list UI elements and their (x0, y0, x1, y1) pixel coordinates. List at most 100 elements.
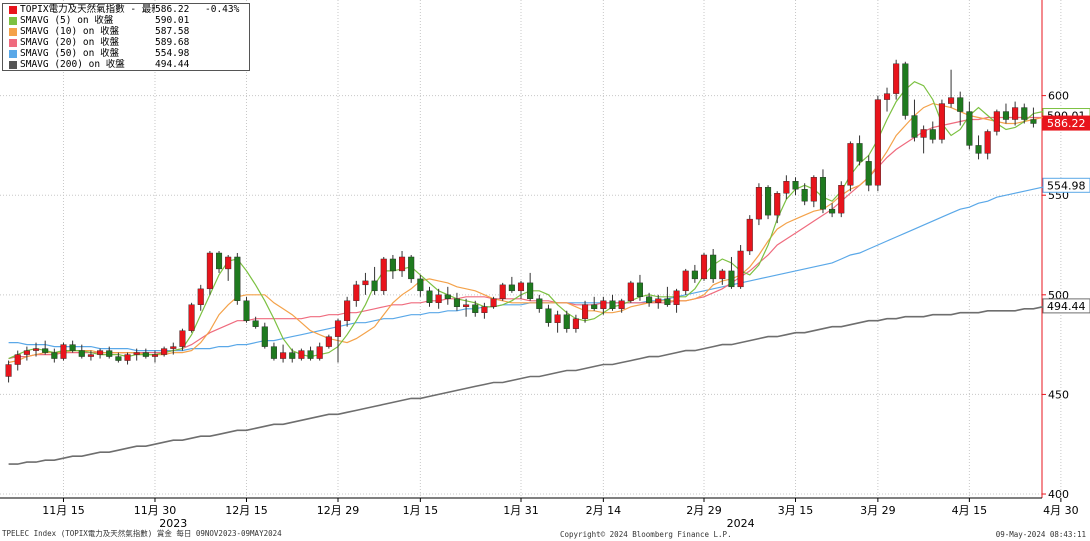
candle-body (215, 252, 223, 270)
candle-body (344, 300, 351, 321)
legend-label: SMAVG (10) on 收盤 (20, 26, 120, 37)
candle-body (463, 304, 470, 307)
candle-body (572, 318, 579, 329)
legend-entry: SMAVG (5) on 收盤 590.01 (3, 15, 249, 26)
x-tick-label: 11月 30 (134, 504, 177, 517)
x-tick-label: 4月 30 (1043, 504, 1079, 517)
candle-body (673, 290, 680, 305)
x-tick-label: 12月 29 (317, 504, 360, 517)
last-value-tag: 586.22 (1047, 117, 1086, 130)
candle-body (728, 270, 735, 288)
legend-entry: SMAVG (20) on 收盤 589.68 (3, 37, 249, 48)
candle-body (490, 298, 497, 307)
candle-body (417, 278, 424, 292)
legend-entry: SMAVG (200) on 收盤 494.44 (3, 59, 249, 70)
candle-body (838, 185, 845, 214)
x-tick-label: 4月 15 (952, 504, 988, 517)
candle-body (746, 218, 753, 252)
candle-body (975, 145, 982, 154)
year-label: 2023 (159, 517, 187, 530)
candle-body (929, 129, 936, 140)
candle-body (710, 254, 717, 280)
candle-body (499, 284, 506, 299)
legend-swatch (9, 60, 17, 69)
candle-body (270, 346, 277, 359)
candle-body (60, 344, 67, 359)
candle-body (865, 161, 872, 186)
candle-body (399, 256, 406, 272)
candle-body (133, 352, 140, 355)
candle-body (893, 63, 900, 94)
candle-body (883, 93, 891, 100)
candle-body (307, 350, 314, 359)
candle-body (151, 354, 159, 357)
candle-body (819, 177, 827, 210)
y-tick-label: 600 (1048, 90, 1069, 103)
candle-body (874, 99, 881, 186)
x-tick-label: 3月 15 (778, 504, 814, 517)
legend-label: SMAVG (200) on 收盤 (20, 59, 125, 70)
year-label: 2024 (727, 517, 755, 530)
candle-body (32, 348, 40, 351)
candle-body (755, 187, 762, 220)
candle-body (664, 298, 671, 305)
candle-body (829, 208, 836, 214)
candle-body (444, 294, 451, 300)
candle-body (810, 177, 817, 202)
x-tick-label: 12月 15 (225, 504, 268, 517)
series-line (8, 184, 1052, 352)
candle-body (261, 326, 268, 347)
series-line (8, 305, 1052, 465)
legend-value: 554.98 (155, 48, 190, 59)
last-value-tag-box (1042, 115, 1090, 131)
candle-body (124, 354, 131, 361)
candle-body (280, 352, 287, 359)
footer-security-info: TPELEC Index (TOPIX電力及天然氣指數) 賞金 每日 09NOV… (2, 529, 282, 538)
candle-body (1021, 107, 1028, 120)
legend-entry: TOPIX電力及天然氣指數 - 最新價 586.22 -0.43% (3, 4, 249, 15)
candle-body (97, 350, 104, 355)
legend-swatch (9, 5, 17, 14)
candle-body (591, 304, 598, 309)
candle-body (765, 187, 772, 216)
candle-body (87, 354, 94, 357)
candle-body (774, 193, 781, 216)
candle-body (609, 300, 616, 309)
candle-body (902, 63, 909, 116)
last-value-tag: 554.98 (1047, 179, 1086, 192)
legend-value: 589.68 (155, 37, 190, 48)
x-tick-label: 1月 31 (503, 504, 539, 517)
y-tick-label: 450 (1048, 388, 1069, 401)
candle-body (993, 111, 1000, 132)
candle-body (691, 270, 698, 280)
legend-value: 590.01 (155, 15, 190, 26)
legend-value: 586.22 (155, 4, 190, 15)
last-value-tag: 494.44 (1047, 300, 1086, 313)
candle-body (920, 129, 927, 138)
candle-body (380, 258, 387, 292)
x-tick-label: 3月 29 (860, 504, 896, 517)
candle-body (234, 256, 241, 301)
candle-body (334, 320, 342, 337)
candle-body (389, 258, 396, 272)
legend-label: SMAVG (50) on 收盤 (20, 48, 120, 59)
legend-label: TOPIX電力及天然氣指數 - 最新價 (20, 4, 155, 15)
chart-legend: TOPIX電力及天然氣指數 - 最新價 586.22 -0.43% SMAVG … (2, 3, 250, 71)
candle-body (636, 282, 643, 298)
candle-body (481, 306, 488, 313)
candle-body (225, 256, 232, 270)
candle-body (5, 364, 12, 377)
candle-body (545, 308, 552, 323)
candle-body (14, 354, 21, 365)
candle-body (783, 181, 790, 194)
footer-copyright: Copyright© 2024 Bloomberg Finance L.P. (560, 530, 732, 539)
candle-body (1012, 107, 1019, 120)
last-value-tag-box (1042, 298, 1090, 314)
candle-body (682, 270, 689, 292)
candle-body (106, 350, 113, 357)
x-tick-label: 1月 15 (403, 504, 439, 517)
candle-body (957, 97, 964, 112)
legend-swatch (9, 38, 17, 47)
candle-body (948, 97, 955, 104)
